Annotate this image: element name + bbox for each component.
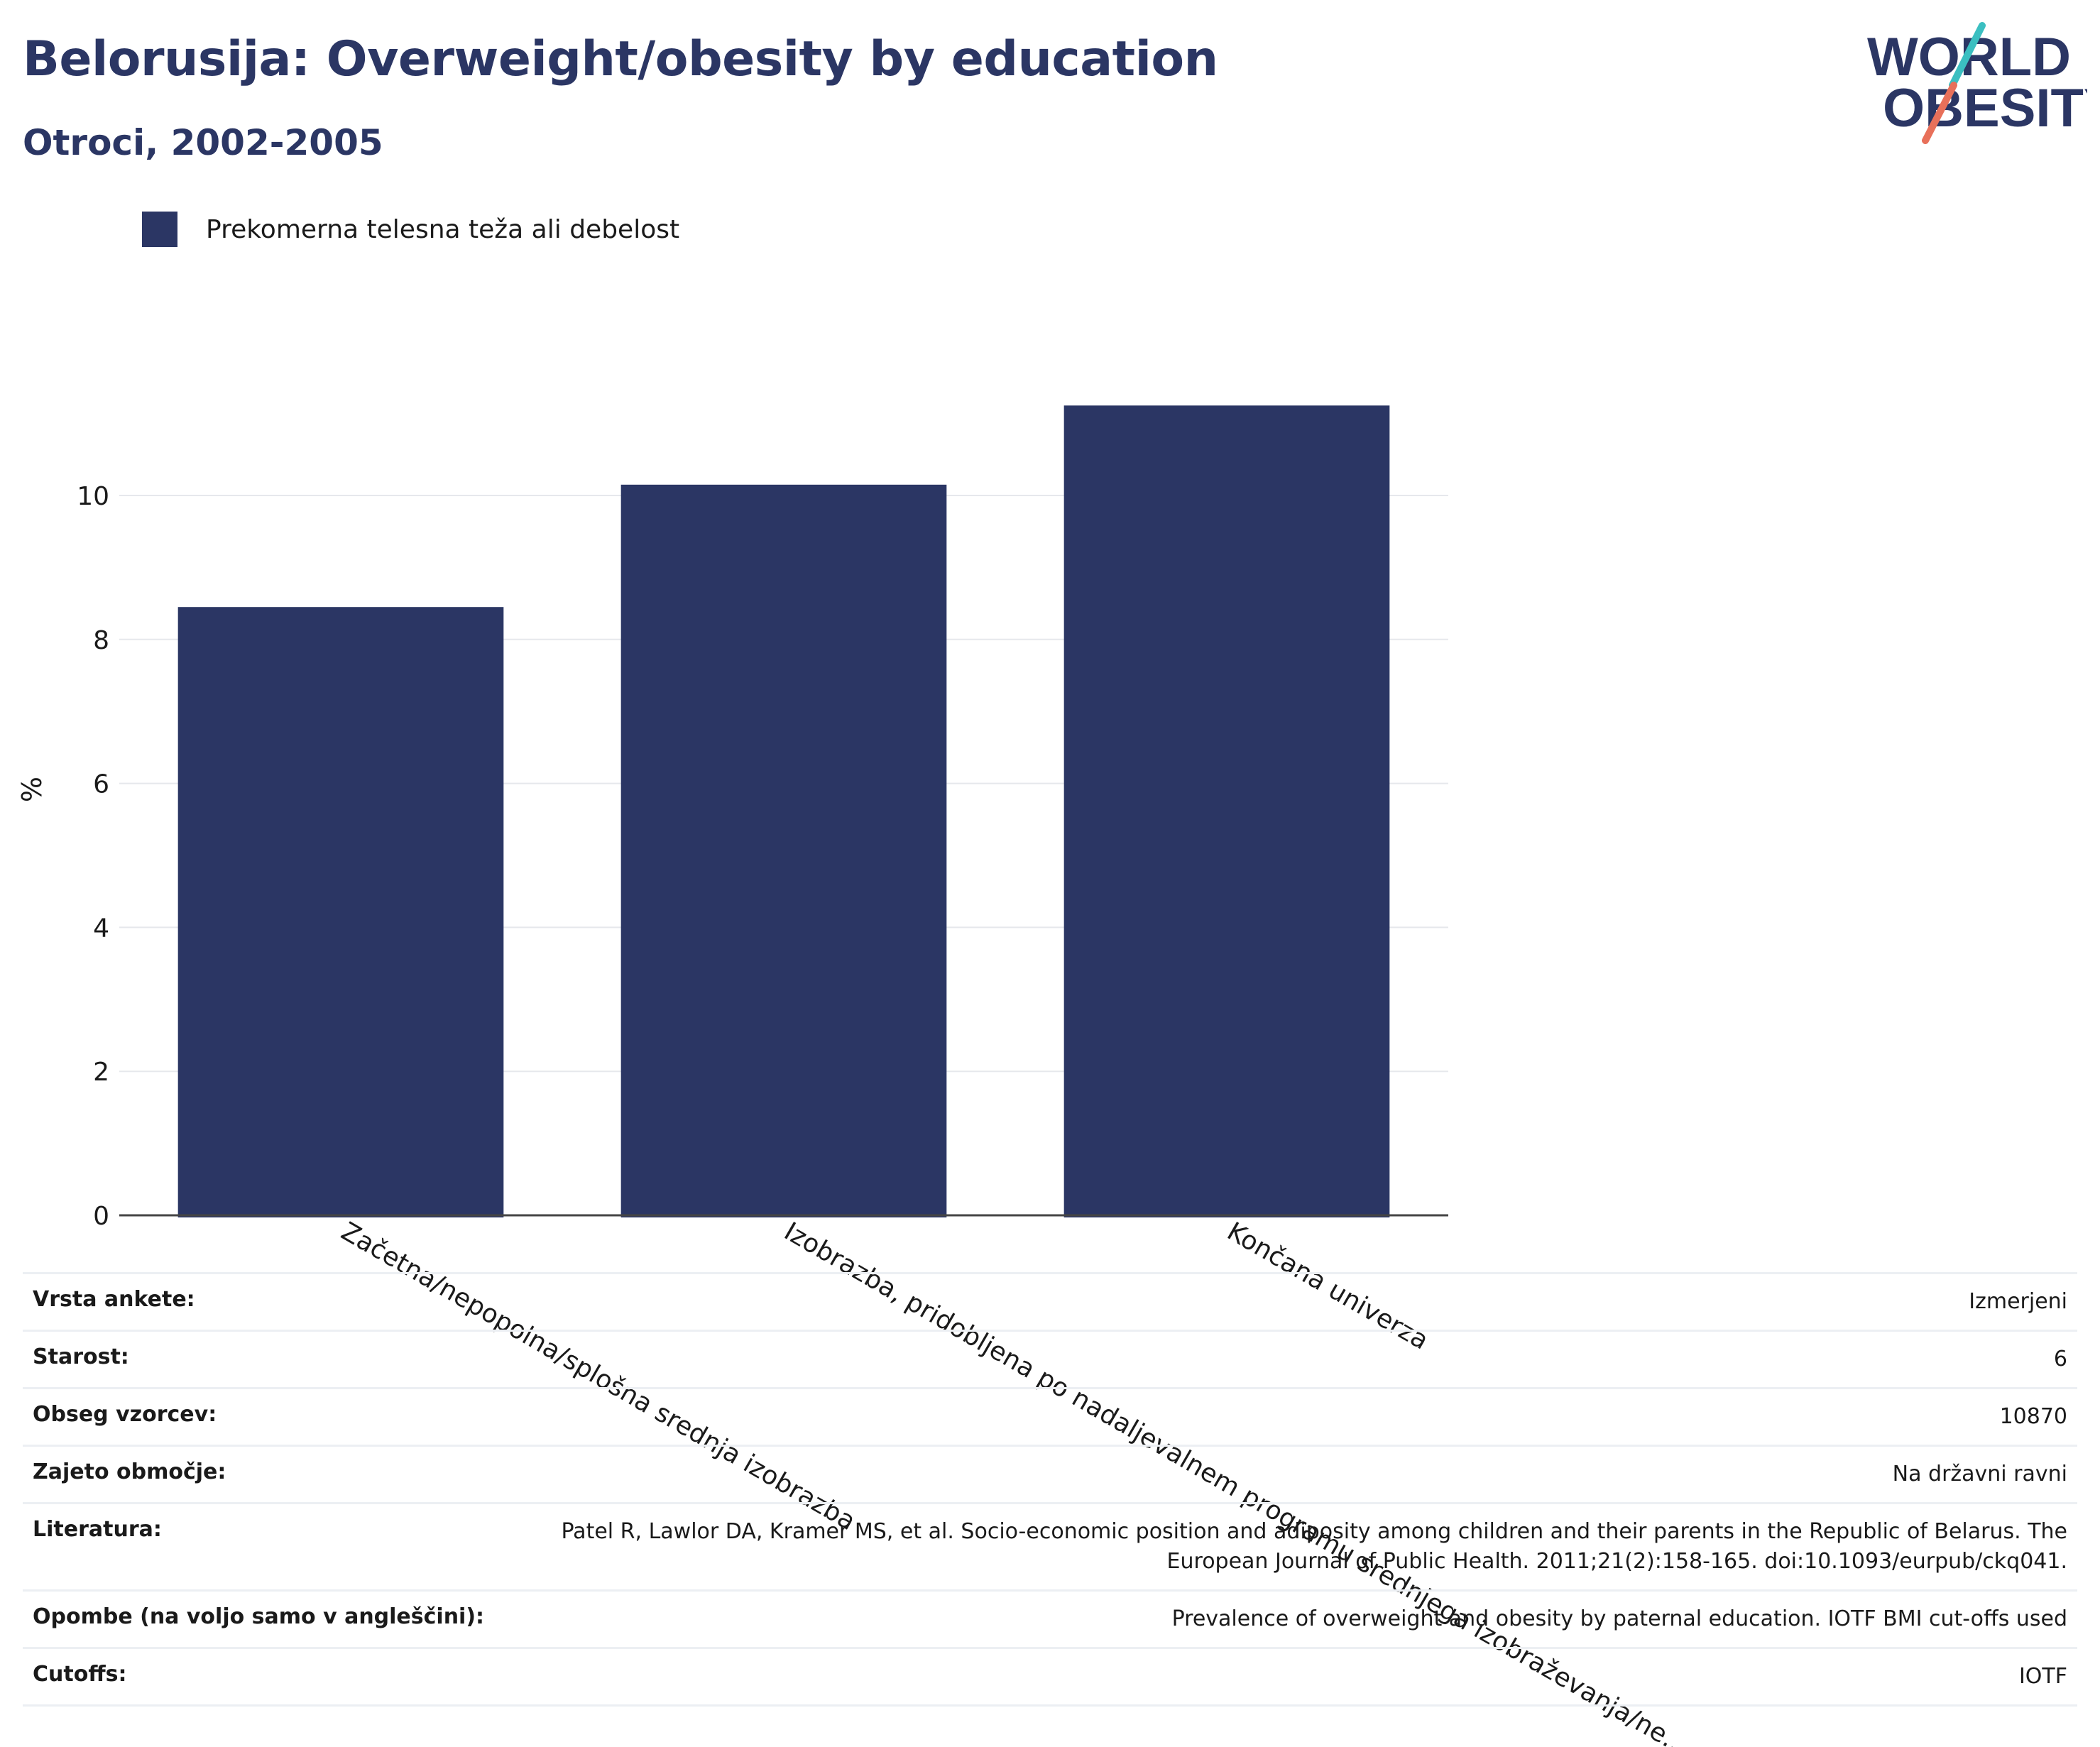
details-row: Opombe (na voljo samo v angleščini): Prev… [23,1589,2077,1648]
details-value: IOTF [540,1647,2077,1707]
y-tick-label: 8 [93,626,109,655]
details-label: Opombe (na voljo samo v angleščini): [23,1589,540,1648]
details-value: 10870 [540,1387,2077,1446]
details-value: Prevalence of overweight and obesity by … [540,1589,2077,1648]
details-label: Cutoffs: [23,1647,540,1707]
details-label: Literatura: [23,1502,540,1591]
details-label: Zajeto območje: [23,1445,540,1504]
details-row: Literatura: Patel R, Lawlor DA, Kramer MS… [23,1502,2077,1591]
details-row: Obseg vzorcev: 10870 [23,1387,2077,1446]
logo-word-obesity: OBESITY [1883,78,2087,138]
y-axis-title: % [16,777,48,802]
details-row: Vrsta ankete: Izmerjeni [23,1272,2077,1331]
legend-label: Prekomerna telesna teža ali debelost [206,214,680,244]
bar [177,607,504,1217]
bar [1063,405,1390,1217]
details-row: Cutoffs: IOTF [23,1647,2077,1707]
details-table: Vrsta ankete: Izmerjeni Starost: 6 Obseg vzo… [23,1272,2077,1707]
details-row: Starost: 6 [23,1330,2077,1389]
y-tick-label: 4 [93,914,109,943]
details-value: Patel R, Lawlor DA, Kramer MS, et al. So… [540,1502,2077,1591]
details-label: Starost: [23,1330,540,1389]
y-tick-label: 2 [93,1058,109,1087]
y-tick-label: 0 [93,1202,109,1231]
logo-slash-teal [1949,22,1986,89]
chart-legend: Prekomerna telesna teža ali debelost [142,212,679,247]
logo-slash-coral [1922,82,1957,144]
world-obesity-logo: WORLD OBESITY [1867,22,2087,144]
details-value: Na državni ravni [540,1445,2077,1504]
legend-swatch [142,212,177,247]
chart-subtitle: Otroci, 2002-2005 [23,122,383,163]
details-value: 6 [540,1330,2077,1389]
chart-title: Belorusija: Overweight/obesity by educat… [23,31,1218,87]
bar [620,484,947,1217]
y-tick-label: 6 [93,770,109,799]
details-label: Vrsta ankete: [23,1272,540,1331]
y-tick-label: 10 [77,482,109,511]
details-label: Obseg vzorcev: [23,1387,540,1446]
details-value: Izmerjeni [540,1272,2077,1331]
details-row: Zajeto območje: Na državni ravni [23,1445,2077,1504]
